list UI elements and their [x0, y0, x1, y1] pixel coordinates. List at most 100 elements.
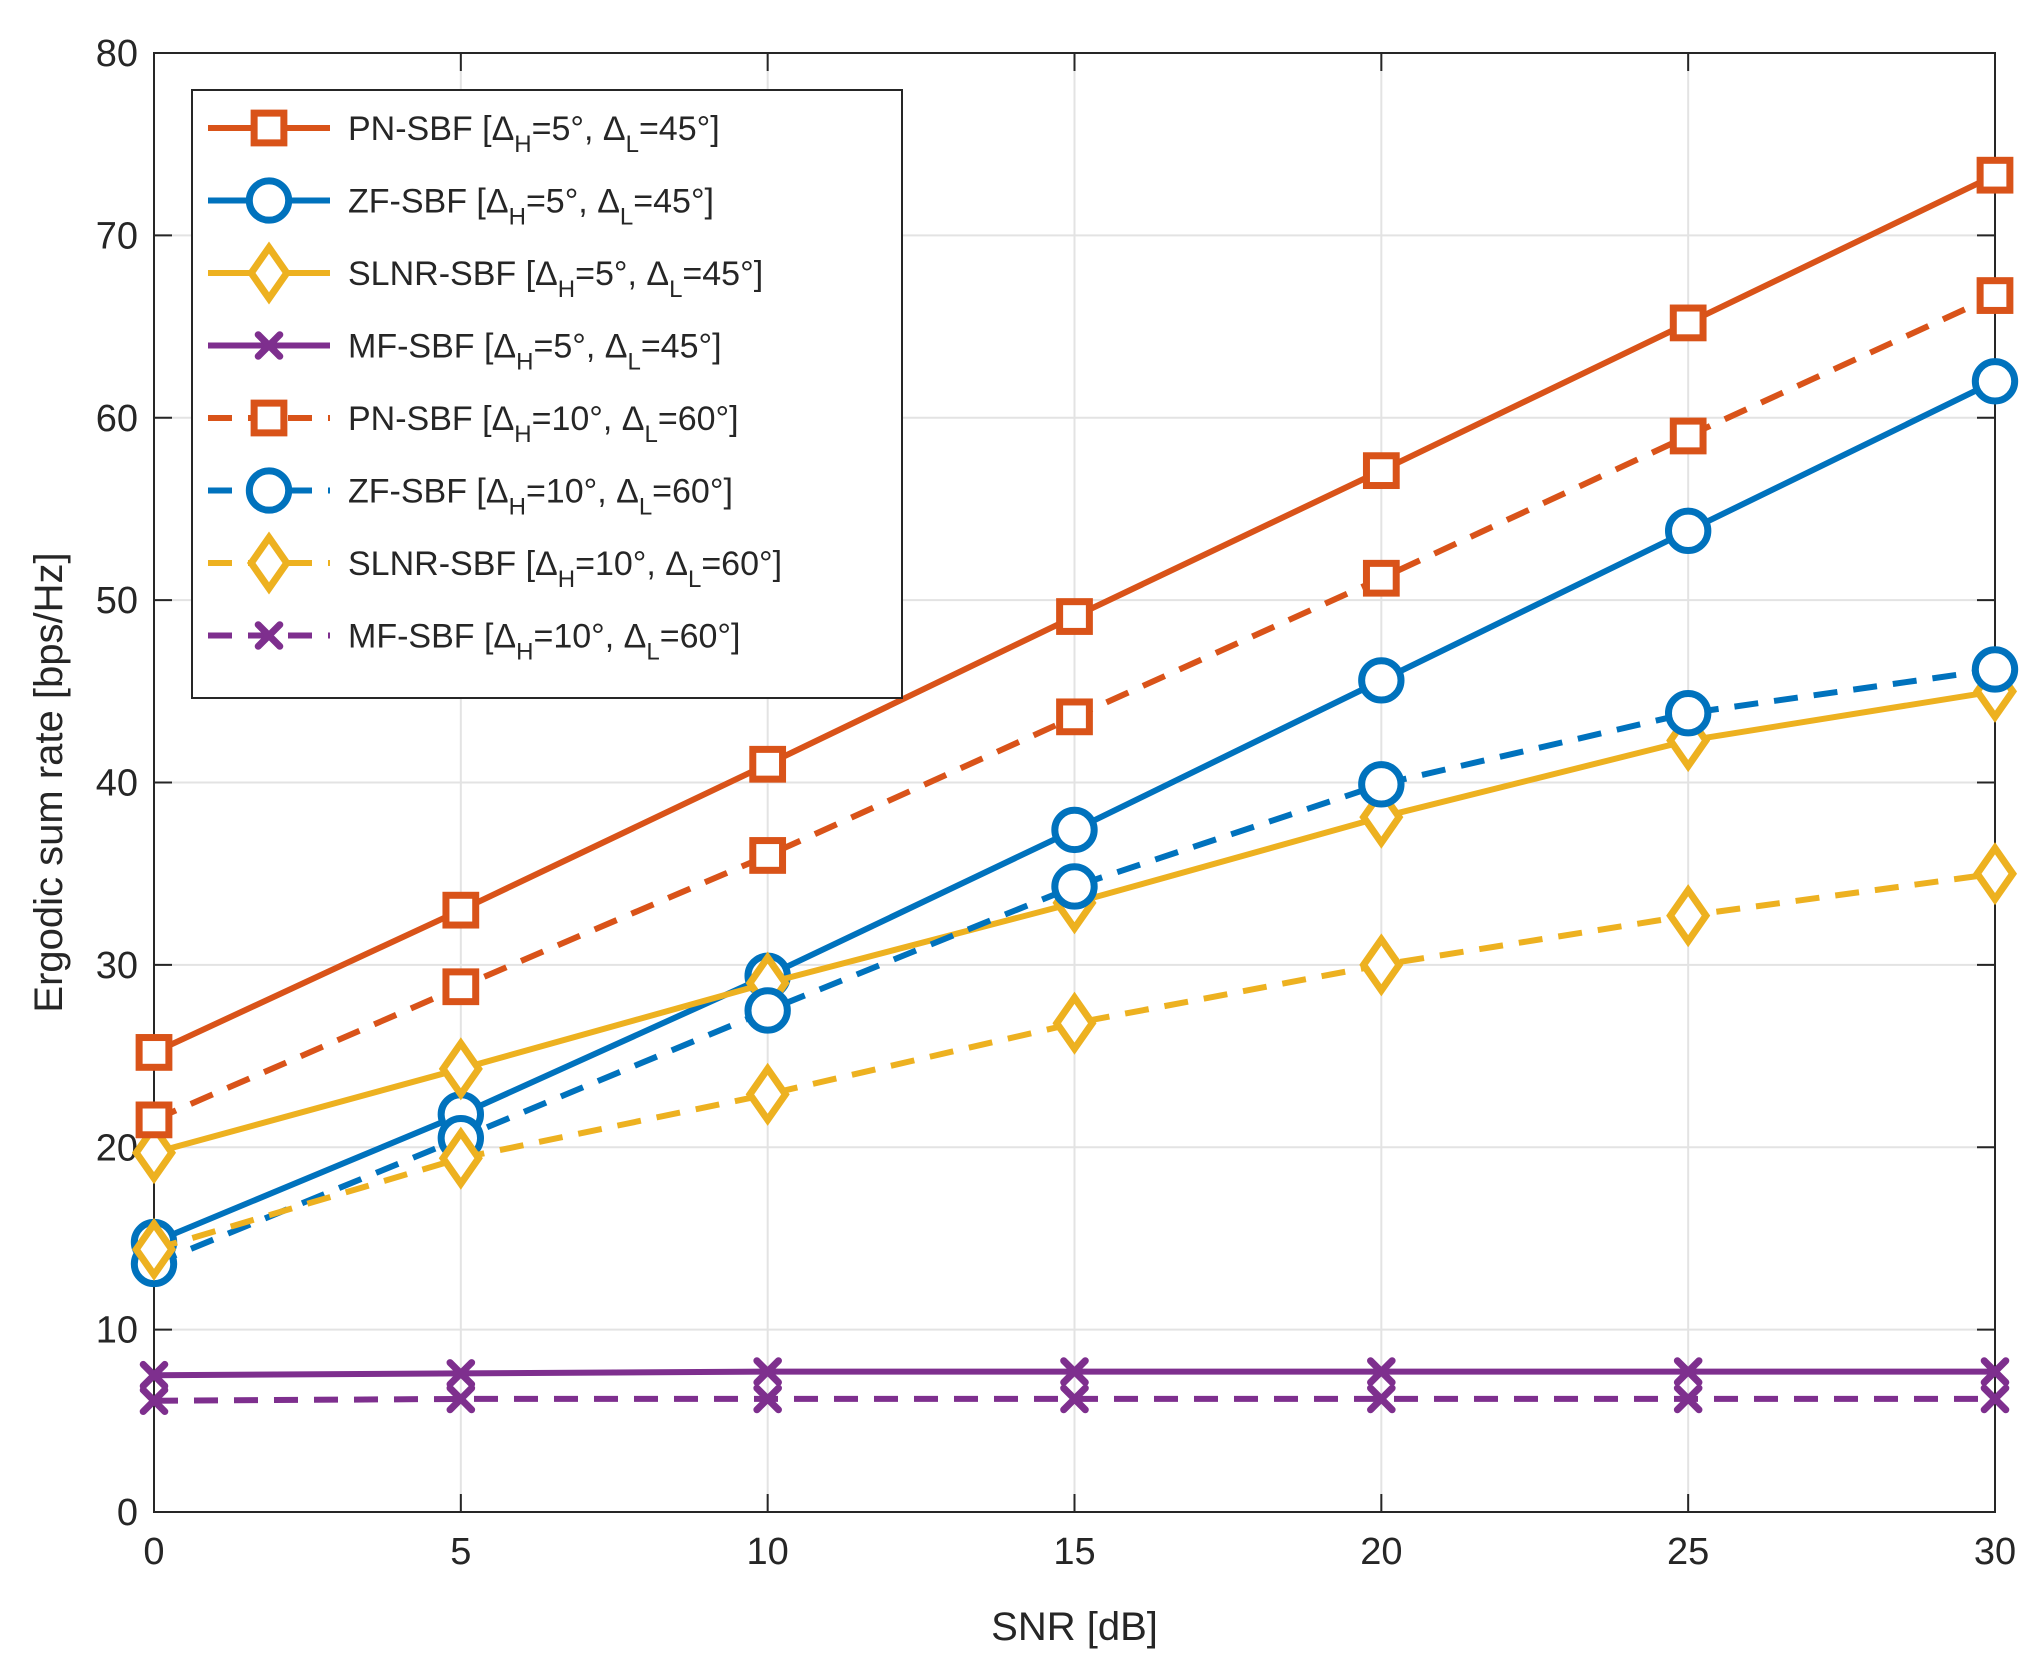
data-point: [246, 241, 292, 305]
series-5: [135, 277, 2014, 1139]
data-point: [245, 467, 293, 514]
data-point: [1358, 761, 1405, 808]
data-point: [250, 399, 288, 437]
legend-item-8: MF-SBF [ΔH=10°, ΔL=60°]: [208, 618, 740, 666]
legend-label: SLNR-SBF [ΔH=10°, ΔL=60°]: [348, 545, 782, 593]
legend-label: ZF-SBF [ΔH=5°, ΔL=45°]: [348, 183, 714, 231]
data-point: [1052, 991, 1097, 1055]
data-point: [254, 331, 284, 360]
data-point: [1980, 1384, 2010, 1414]
x-tick-label: 15: [1053, 1531, 1095, 1573]
data-point: [442, 891, 480, 929]
data-point: [1051, 806, 1098, 854]
legend-item-7: SLNR-SBF [ΔH=10°, ΔL=60°]: [208, 531, 782, 595]
data-point: [438, 1037, 483, 1101]
legend-label: MF-SBF [ΔH=5°, ΔL=45°]: [348, 328, 722, 376]
data-point: [1056, 698, 1093, 736]
data-point: [1673, 1357, 1703, 1386]
data-point: [1056, 598, 1093, 635]
legend-box: [191, 89, 903, 699]
y-tick-label: 0: [117, 1492, 138, 1534]
series-1: [135, 156, 2014, 1071]
y-tick-label: 40: [96, 763, 138, 805]
axes: 0 5 10 15 20 25 30 0 10 20 30 40 50 60 70 80: [96, 33, 2016, 1573]
data-point: [1060, 1384, 1089, 1414]
data-point: [254, 621, 284, 650]
data-point: [1972, 842, 2018, 906]
data-point: [131, 1217, 177, 1281]
data-point: [1362, 559, 1400, 597]
x-tick-label: 5: [450, 1531, 471, 1573]
y-axis-label: Ergodic sum rate [bps/Hz]: [27, 552, 71, 1012]
x-tick-label: 30: [1974, 1531, 2016, 1573]
data-point: [131, 1121, 177, 1185]
y-tick-label: 20: [96, 1127, 138, 1169]
data-point: [245, 177, 293, 224]
data-point: [753, 1384, 782, 1414]
data-point: [446, 1384, 476, 1414]
data-point: [1971, 358, 2019, 405]
series-7: [131, 842, 2018, 1281]
data-point: [442, 968, 480, 1006]
data-point: [1976, 277, 2014, 314]
legend-item-1: PN-SBF [ΔH=5°, ΔL=45°]: [208, 109, 720, 158]
data-point: [446, 1359, 476, 1388]
data-point: [745, 1062, 790, 1126]
legend-label: PN-SBF [ΔH=10°, ΔL=60°]: [348, 400, 739, 448]
y-tick-label: 70: [96, 215, 138, 257]
legend: PN-SBF [ΔH=5°, ΔL=45°] ZF-SBF [ΔH=5°, ΔL=…: [191, 89, 903, 699]
data-point: [139, 1386, 169, 1416]
legend-label: SLNR-SBF [ΔH=5°, ΔL=45°]: [348, 255, 763, 303]
data-point: [1664, 690, 1712, 737]
data-point: [1359, 933, 1404, 997]
x-tick-label: 20: [1360, 1531, 1402, 1573]
data-point: [1362, 452, 1400, 490]
legend-item-3: SLNR-SBF [ΔH=5°, ΔL=45°]: [208, 241, 763, 305]
series-group: [130, 156, 2019, 1416]
data-point: [1971, 646, 2019, 693]
y-tick-label: 30: [96, 945, 138, 987]
y-tick-label: 50: [96, 580, 138, 622]
y-tick-label: 10: [96, 1310, 138, 1352]
series-8: [139, 1384, 2010, 1416]
y-tick-label: 80: [96, 33, 138, 75]
data-point: [1980, 1357, 2010, 1386]
data-point: [250, 109, 288, 147]
y-tick-label: 60: [96, 398, 138, 440]
legend-label: MF-SBF [ΔH=10°, ΔL=60°]: [348, 618, 740, 666]
data-point: [135, 1034, 173, 1071]
series-4: [139, 1357, 2010, 1390]
data-point: [1664, 507, 1712, 555]
x-tick-label: 10: [747, 1531, 789, 1573]
data-point: [749, 745, 787, 783]
data-point: [1060, 1357, 1089, 1386]
data-point: [749, 837, 787, 874]
legend-item-4: MF-SBF [ΔH=5°, ΔL=45°]: [208, 328, 722, 376]
legend-label: PN-SBF [ΔH=5°, ΔL=45°]: [348, 110, 720, 158]
legend-label: ZF-SBF [ΔH=10°, ΔL=60°]: [348, 473, 733, 521]
data-point: [139, 1360, 169, 1390]
x-tick-label: 25: [1667, 1531, 1709, 1573]
grid: [154, 53, 1995, 1512]
x-tick-label: 0: [143, 1531, 164, 1573]
data-point: [753, 1357, 782, 1386]
data-point: [1367, 1357, 1396, 1386]
data-point: [1669, 304, 1707, 342]
data-point: [744, 987, 791, 1034]
data-point: [1666, 884, 1711, 948]
x-axis-label: SNR [dB]: [991, 1605, 1158, 1649]
data-point: [1669, 417, 1707, 455]
data-point: [1051, 863, 1098, 910]
series-2: [130, 358, 2019, 1266]
data-point: [1976, 156, 2014, 194]
data-point: [1367, 1384, 1396, 1414]
legend-item-2: ZF-SBF [ΔH=5°, ΔL=45°]: [208, 177, 714, 231]
legend-item-5: PN-SBF [ΔH=10°, ΔL=60°]: [208, 399, 739, 448]
legend-item-6: ZF-SBF [ΔH=10°, ΔL=60°]: [208, 467, 733, 521]
data-point: [1673, 1384, 1703, 1414]
data-point: [246, 531, 292, 595]
data-point: [135, 1101, 173, 1139]
data-point: [1358, 657, 1405, 704]
data-point: [438, 1126, 483, 1190]
